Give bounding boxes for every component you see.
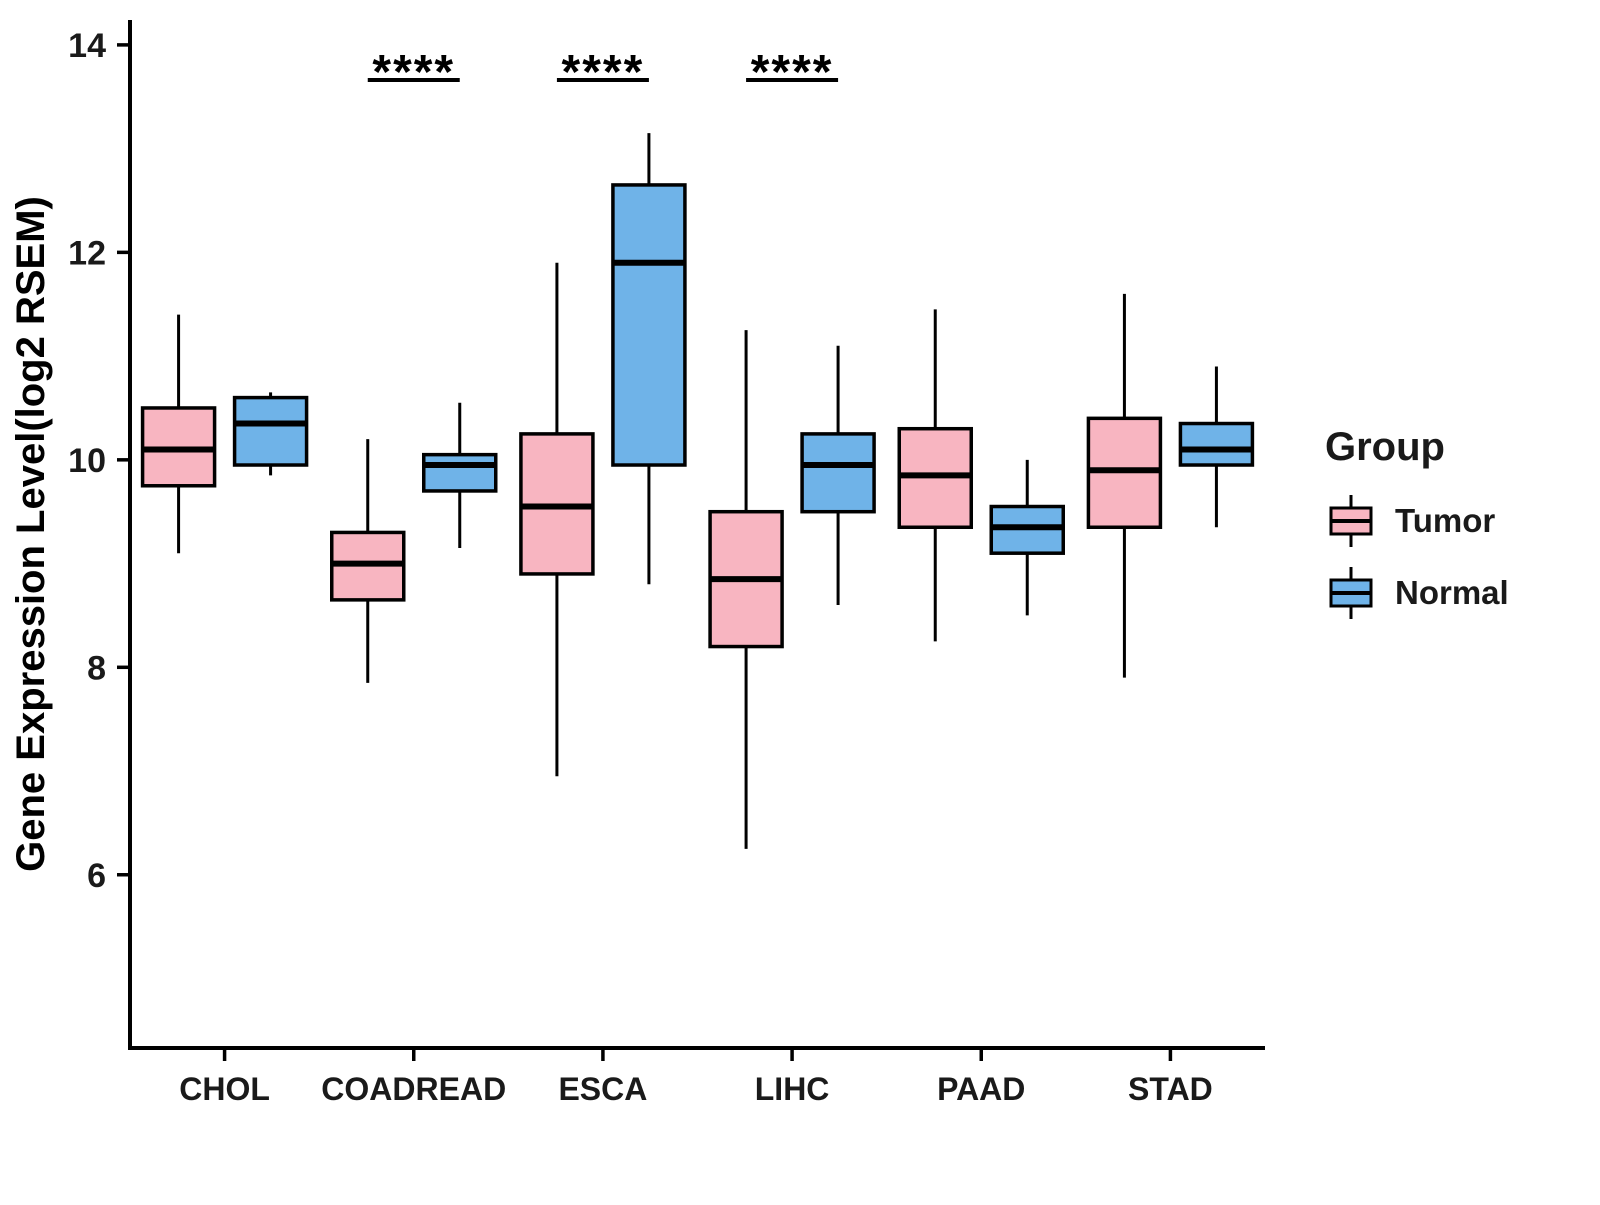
x-tick-label-COADREAD: COADREAD [321,1071,506,1107]
box-normal-LIHC [800,432,876,514]
legend-key-tumor-icon [1329,495,1373,547]
legend-title: Group [1325,425,1445,469]
box-normal-ESCA [611,183,687,467]
y-tick-label-14: 14 [68,27,106,65]
significance-stars-COADREAD: **** [372,46,455,99]
x-tick-label-LIHC: LIHC [755,1071,830,1107]
significance-stars-ESCA: **** [562,46,645,99]
legend: Group Tumor Normal [1325,425,1509,636]
y-tick-label-6: 6 [87,857,106,895]
x-tick-label-STAD: STAD [1128,1071,1213,1107]
x-tick-label-PAAD: PAAD [937,1071,1025,1107]
significance-stars-LIHC: **** [751,46,834,99]
y-axis-title: Gene Expression Level(log2 RSEM) [9,196,53,872]
y-tick-label-12: 12 [68,234,106,272]
legend-item-tumor: Tumor [1325,492,1509,550]
legend-item-normal: Normal [1325,564,1509,622]
y-tick-label-10: 10 [68,442,106,480]
legend-label-tumor: Tumor [1395,502,1496,539]
box-normal-CHOL [232,395,309,467]
legend-key-normal-icon [1329,567,1373,619]
y-tick-label-8: 8 [87,649,106,687]
x-tick-label-ESCA: ESCA [558,1071,647,1107]
x-tick-label-CHOL: CHOL [179,1071,270,1107]
box-normal-STAD [1178,421,1255,467]
legend-label-normal: Normal [1395,574,1509,611]
legend-items: Tumor Normal [1325,492,1509,622]
box-normal-COADREAD [422,452,498,493]
